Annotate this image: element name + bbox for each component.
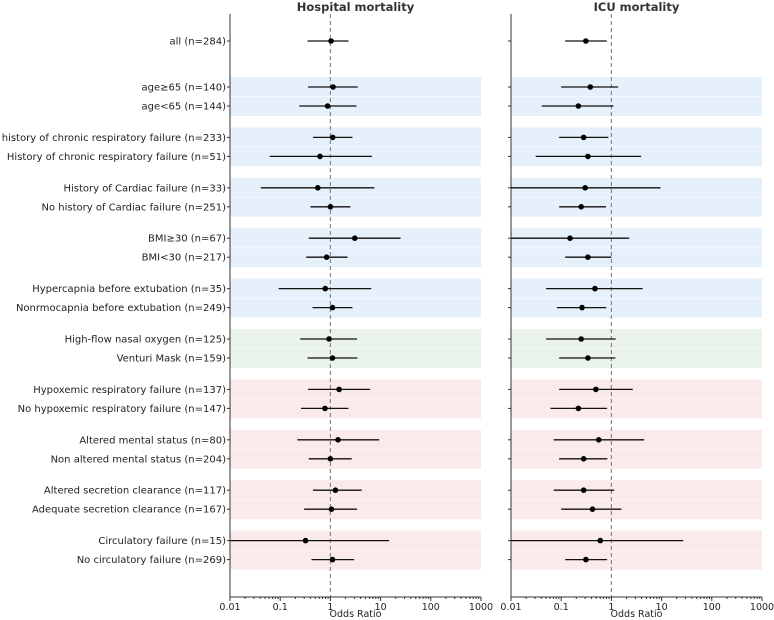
x-axis-label: Odds Ratio <box>330 609 382 620</box>
odds-ratio-point <box>567 235 573 241</box>
odds-ratio-point <box>326 336 332 342</box>
odds-ratio-point <box>578 336 584 342</box>
odds-ratio-point <box>317 153 323 160</box>
odds-ratio-point <box>322 405 328 412</box>
odds-ratio-point <box>302 537 309 544</box>
odds-ratio-point <box>575 405 582 412</box>
odds-ratio-point <box>585 355 591 361</box>
odds-ratio-point <box>329 304 336 311</box>
x-tick-label: 0.1 <box>273 602 288 613</box>
odds-ratio-point <box>580 456 587 462</box>
odds-ratio-point <box>329 134 336 141</box>
x-tick-label: 100 <box>703 602 721 613</box>
x-tick-label: 0.1 <box>554 602 569 613</box>
row-label: No history of chronic respiratory failur… <box>0 133 226 144</box>
row-label: Altered mental status (n=80) <box>79 435 226 446</box>
odds-ratio-point <box>580 134 587 141</box>
row-label: age<65 (n=144) <box>141 102 226 113</box>
odds-ratio-point <box>324 103 331 109</box>
odds-ratio-point <box>327 456 334 462</box>
odds-ratio-point <box>322 285 329 292</box>
row-label: Hypoxemic respiratory failure (n=137) <box>33 385 226 396</box>
odds-ratio-point <box>575 103 582 109</box>
x-tick-label: 0.01 <box>500 602 521 613</box>
x-tick-label: 10 <box>375 602 387 613</box>
x-tick-label: 100 <box>422 602 440 613</box>
odds-ratio-point <box>329 355 336 361</box>
odds-ratio-point <box>595 437 602 443</box>
row-label: age≥65 (n=140) <box>141 83 226 94</box>
x-tick-label: 1000 <box>750 602 774 613</box>
row-label: History of Cardiac failure (n=33) <box>63 183 226 194</box>
odds-ratio-point <box>329 556 336 563</box>
odds-ratio-point <box>578 204 584 210</box>
row-label: No hypoxemic respiratory failure (n=147) <box>18 404 226 415</box>
odds-ratio-point <box>323 254 330 260</box>
odds-ratio-point <box>328 506 335 512</box>
row-label: No history of Cardiac failure (n=251) <box>41 202 226 213</box>
odds-ratio-point <box>330 84 336 90</box>
panel-title: ICU mortality <box>594 0 680 14</box>
row-label: Altered secretion clearance (n=117) <box>44 486 226 497</box>
odds-ratio-point <box>585 153 591 160</box>
x-tick-label: 10 <box>656 602 668 613</box>
odds-ratio-point <box>589 506 596 512</box>
odds-ratio-point <box>585 254 591 260</box>
odds-ratio-point <box>587 84 594 90</box>
panel-title: Hospital mortality <box>297 0 415 14</box>
row-label: all (n=284) <box>170 37 227 48</box>
x-tick-label: 1 <box>608 602 614 613</box>
row-label: Hypercapnia before extubation (n=35) <box>32 284 226 295</box>
row-label: Venturi Mask (n=159) <box>117 354 227 365</box>
odds-ratio-point <box>327 204 334 210</box>
row-label: BMI<30 (n=217) <box>142 253 226 264</box>
row-label: Nonrmocapnia before extubation (n=249) <box>16 303 226 314</box>
odds-ratio-point <box>580 487 587 494</box>
x-tick-label: 1 <box>327 602 333 613</box>
row-label: Non altered mental status (n=204) <box>51 454 227 465</box>
row-label: Circulatory failure (n=15) <box>98 536 226 547</box>
odds-ratio-point <box>336 386 342 393</box>
row-label: High-flow nasal oxygen (n=125) <box>65 335 226 346</box>
odds-ratio-point <box>583 556 589 563</box>
odds-ratio-point <box>335 437 341 443</box>
row-label: BMI≥30 (n=67) <box>148 234 226 245</box>
odds-ratio-point <box>593 386 599 393</box>
odds-ratio-point <box>332 487 339 494</box>
x-axis-label: Odds Ratio <box>611 609 663 620</box>
odds-ratio-point <box>597 537 604 544</box>
odds-ratio-point <box>583 38 589 44</box>
odds-ratio-point <box>314 185 321 191</box>
odds-ratio-point <box>592 285 598 292</box>
row-label: History of chronic respiratory failure (… <box>7 152 226 163</box>
odds-ratio-point <box>328 38 334 44</box>
odds-ratio-point <box>579 304 585 311</box>
row-label: Adequate secretion clearance (n=167) <box>32 505 226 516</box>
x-tick-label: 0.01 <box>219 602 240 613</box>
odds-ratio-point <box>582 185 588 191</box>
odds-ratio-point <box>351 235 358 241</box>
row-label: No circulatory failure (n=269) <box>77 555 226 566</box>
x-tick-label: 1000 <box>469 602 493 613</box>
